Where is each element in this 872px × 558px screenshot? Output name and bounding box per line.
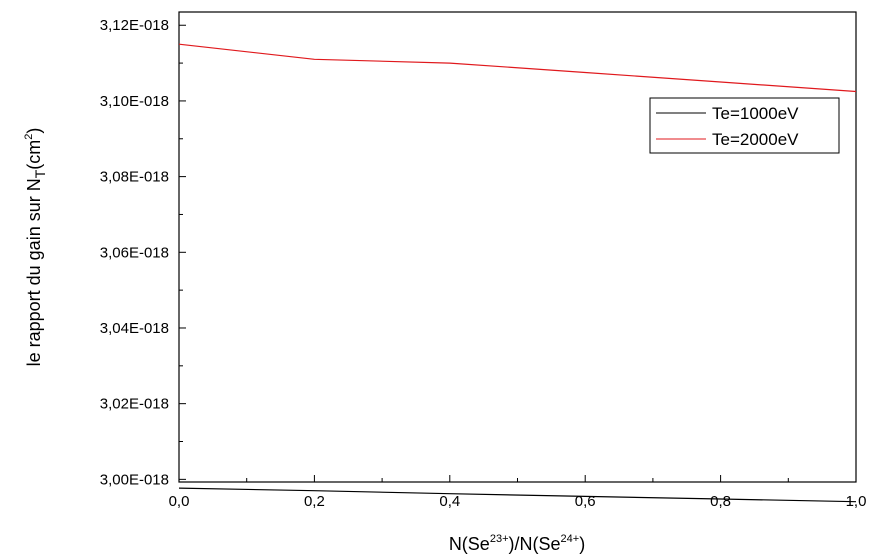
legend: Te=1000eV Te=2000eV <box>649 97 840 154</box>
y-label-prefix: le rapport du gain sur N <box>24 178 44 366</box>
plot-frame <box>178 11 857 483</box>
x-label-prefix: N(Se <box>449 534 490 554</box>
y-label-superscript: 2 <box>23 134 35 140</box>
y-label-middle: (cm <box>24 140 44 170</box>
x-label-middle: )/N(Se <box>509 534 561 554</box>
x-tick-label: 0,2 <box>304 493 325 510</box>
legend-label-te1000: Te=1000eV <box>712 104 799 123</box>
x-tick-label: 0,0 <box>169 493 190 510</box>
x-tick-label: 0,8 <box>710 493 731 510</box>
legend-label-te2000: Te=2000eV <box>712 130 799 149</box>
x-axis-label: N(Se23+)/N(Se24+) <box>449 533 585 554</box>
y-axis-ticks: 3,00E-018 3,02E-018 3,04E-018 3,06E-018 3,08… <box>100 17 186 488</box>
y-tick-label: 3,12E-018 <box>100 17 169 34</box>
y-tick-label: 3,10E-018 <box>100 93 169 110</box>
legend-box <box>649 97 840 154</box>
x-axis-ticks: 0,0 0,2 0,4 0,6 0,8 1,0 <box>169 475 866 510</box>
series-line-1 <box>178 43 857 93</box>
x-label-superscript-1: 23+ <box>490 533 509 545</box>
y-label-subscript: T <box>32 169 48 178</box>
y-tick-label: 3,00E-018 <box>100 471 169 488</box>
series-line-0 <box>178 487 857 503</box>
series-lines <box>178 43 857 503</box>
x-label-suffix: ) <box>579 534 585 554</box>
y-label-suffix: ) <box>24 128 44 134</box>
y-axis-label: le rapport du gain sur NT(cm2) <box>23 128 48 367</box>
y-tick-label: 3,08E-018 <box>100 169 169 186</box>
y-tick-label: 3,06E-018 <box>100 244 169 261</box>
x-tick-label: 0,6 <box>575 493 596 510</box>
x-label-superscript-2: 24+ <box>561 533 580 545</box>
y-tick-label: 3,04E-018 <box>100 320 169 337</box>
y-tick-label: 3,02E-018 <box>100 396 169 413</box>
x-tick-label: 0,4 <box>439 493 460 510</box>
